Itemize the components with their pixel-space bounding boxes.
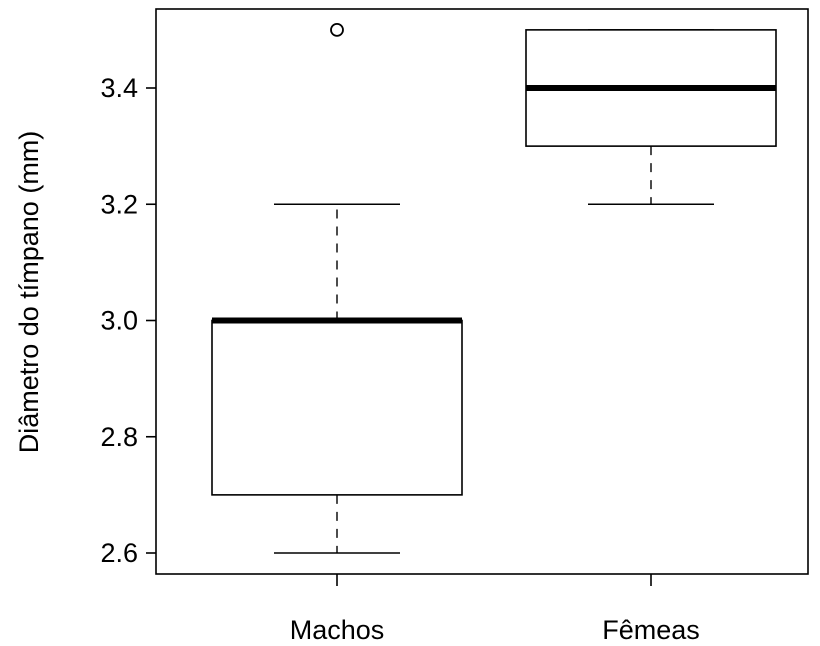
y-tick-label: 2.8	[100, 422, 138, 452]
y-axis: 2.6 2.8 3.0 3.2 3.4	[100, 73, 156, 568]
x-tick-label: Fêmeas	[602, 615, 700, 645]
y-tick-label: 3.4	[100, 73, 138, 103]
y-tick-label: 3.2	[100, 189, 138, 219]
x-axis: Machos Fêmeas	[290, 574, 700, 645]
box-group	[211, 22, 463, 554]
box-iqr	[211, 319, 463, 496]
boxes	[211, 22, 777, 554]
x-tick-label: Machos	[290, 615, 385, 645]
plot-frame	[155, 8, 809, 575]
box-group	[525, 29, 777, 206]
y-axis-label: Diâmetro do tímpano (mm)	[14, 131, 44, 454]
y-tick-label: 2.6	[100, 538, 138, 568]
outlier-point	[330, 22, 344, 37]
y-tick-label: 3.0	[100, 306, 138, 336]
